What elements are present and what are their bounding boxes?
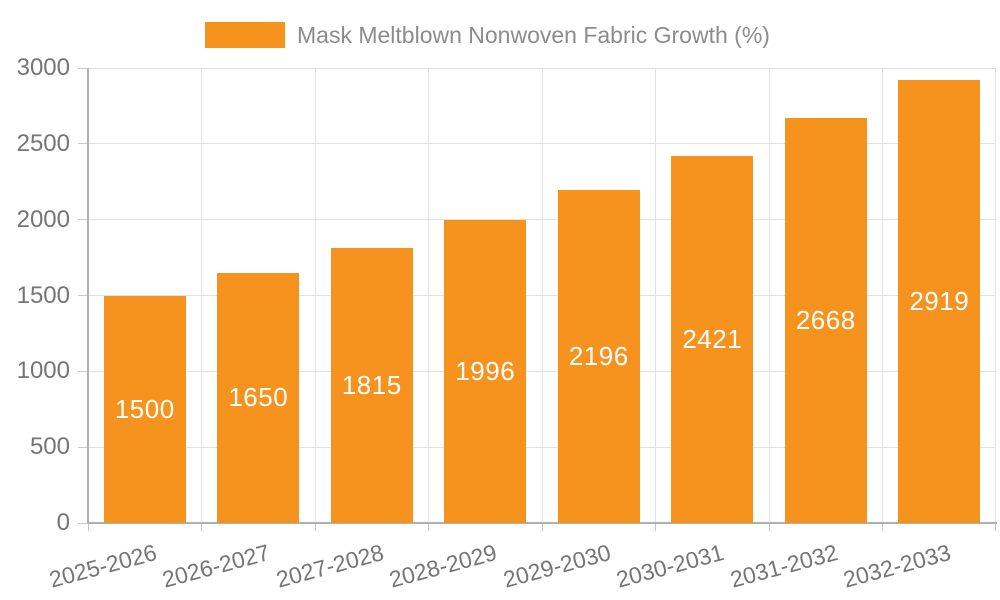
x-axis-tick	[201, 524, 202, 531]
x-axis-label: 2029-2030	[500, 539, 614, 593]
gridline-vertical	[655, 68, 656, 523]
x-axis-tick	[994, 524, 996, 531]
plot-area: 0 500 1000 1500 2000 2500 3000 1500 1650 1815 1996…	[17, 56, 997, 593]
bar-value-label: 2421	[682, 323, 743, 354]
y-axis-label: 1500	[16, 281, 70, 309]
bar[interactable]: 2421	[671, 155, 754, 523]
x-axis-tick	[314, 524, 316, 531]
gridline-vertical	[201, 68, 202, 523]
bar-value-label: 1500	[114, 393, 175, 424]
x-axis-tick	[87, 524, 89, 531]
x-axis-line	[87, 522, 997, 524]
x-axis-label: 2026-2027	[159, 539, 273, 593]
y-axis-label: 2000	[16, 205, 70, 233]
y-axis-tick	[78, 143, 87, 145]
y-axis-tick	[78, 295, 87, 296]
x-axis-tick	[655, 524, 656, 531]
bar[interactable]: 1996	[444, 220, 527, 523]
bar-value-label: 2196	[568, 340, 629, 371]
gridline-vertical	[428, 68, 429, 523]
y-axis-label: 1000	[16, 357, 70, 385]
y-axis-tick	[78, 522, 87, 524]
bar[interactable]: 1650	[217, 272, 300, 523]
x-axis-label: 2025-2026	[46, 539, 160, 593]
x-axis-tick	[768, 524, 770, 531]
gridline-vertical	[994, 68, 996, 523]
x-axis-label: 2030-2031	[613, 539, 727, 593]
y-axis-tick	[78, 370, 87, 372]
y-axis-label: 2500	[16, 129, 70, 157]
gridline-vertical	[882, 68, 883, 523]
gridline-vertical	[768, 68, 770, 523]
y-axis-label: 3000	[16, 54, 70, 81]
bar[interactable]: 2919	[898, 80, 981, 523]
y-axis-tick	[78, 219, 87, 221]
gridline-vertical	[314, 68, 316, 523]
x-axis-label: 2032-2033	[840, 539, 954, 593]
y-axis-tick	[78, 67, 87, 69]
bar-value-label: 1996	[455, 356, 516, 387]
legend-swatch-icon	[205, 22, 285, 48]
x-axis-tick	[428, 524, 429, 531]
bar[interactable]: 1815	[330, 247, 413, 523]
bar[interactable]: 1500	[103, 295, 186, 523]
x-axis-label: 2028-2029	[386, 539, 500, 593]
y-axis-line	[87, 68, 89, 523]
x-axis-tick	[882, 524, 883, 531]
bar[interactable]: 2196	[557, 189, 640, 523]
bar-value-label: 1815	[341, 369, 402, 400]
y-axis-label: 500	[29, 433, 70, 461]
y-axis-tick	[78, 446, 87, 448]
x-axis-label: 2027-2028	[273, 539, 387, 593]
bar-value-label: 1650	[228, 382, 289, 413]
bar-value-label: 2919	[909, 286, 970, 317]
y-axis-label: 0	[56, 509, 70, 536]
gridline-vertical	[541, 68, 543, 523]
bar-value-label: 2668	[795, 305, 856, 336]
chart-legend[interactable]: Mask Meltblown Nonwoven Fabric Growth (%…	[205, 22, 770, 48]
x-axis-label: 2031-2032	[727, 539, 841, 593]
legend-label: Mask Meltblown Nonwoven Fabric Growth (%…	[297, 22, 770, 48]
x-axis-tick	[541, 524, 543, 531]
bar[interactable]: 2668	[784, 118, 867, 523]
